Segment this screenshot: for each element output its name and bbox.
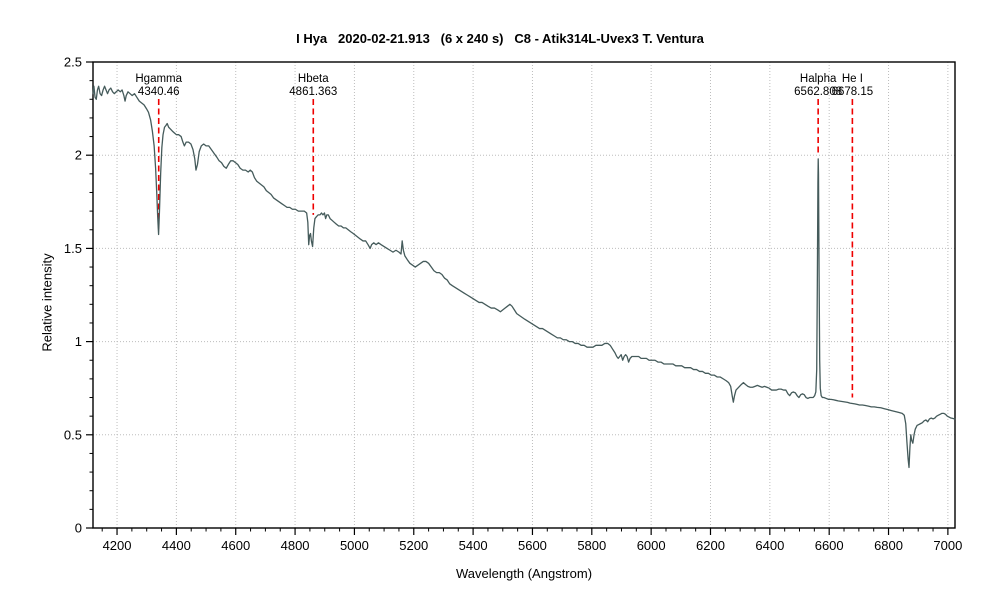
y-axis-label: Relative intensity — [39, 253, 55, 352]
y-tick-label: 2 — [75, 148, 82, 163]
x-tick-label: 6800 — [874, 538, 903, 553]
x-tick-label: 5600 — [518, 538, 547, 553]
spectral-line-wavelength-hbeta: 4861.363 — [289, 86, 337, 98]
y-tick-label: 0 — [75, 521, 82, 536]
x-tick-label: 5200 — [399, 538, 428, 553]
y-tick-label: 1.5 — [64, 241, 82, 256]
spectrum-line — [92, 85, 956, 469]
x-tick-label: 5800 — [577, 538, 606, 553]
spectral-line-name-hgamma: Hgamma — [135, 73, 182, 85]
x-tick-label: 6600 — [815, 538, 844, 553]
x-tick-label: 6000 — [637, 538, 666, 553]
x-tick-label: 5000 — [340, 538, 369, 553]
spectral-line-name-hbeta: Hbeta — [298, 73, 329, 85]
spectral-line-name-hei: He I — [842, 73, 863, 85]
x-axis-label: Wavelength (Angstrom) — [455, 566, 593, 581]
spectral-line-wavelength-hei: 6678.15 — [832, 86, 874, 98]
y-tick-label: 2.5 — [64, 55, 82, 70]
y-tick-label: 1 — [75, 334, 82, 349]
x-tick-label: 7000 — [933, 538, 962, 553]
spectral-line-name-halpha: Halpha — [800, 73, 837, 85]
x-tick-label: 4400 — [162, 538, 191, 553]
y-tick-label: 0.5 — [64, 427, 82, 442]
x-tick-label: 4600 — [221, 538, 250, 553]
spectral-line-wavelength-hgamma: 4340.46 — [138, 86, 180, 98]
x-tick-label: 4800 — [281, 538, 310, 553]
spectral-line-wavelength-halpha: 6562.808 — [794, 86, 842, 98]
plot-border — [92, 61, 956, 529]
x-tick-label: 4200 — [103, 538, 132, 553]
chart-title: I Hya 2020-02-21.913 (6 x 240 s) C8 - At… — [296, 31, 704, 46]
x-tick-label: 6400 — [755, 538, 784, 553]
x-tick-label: 5400 — [459, 538, 488, 553]
x-tick-label: 6200 — [696, 538, 725, 553]
